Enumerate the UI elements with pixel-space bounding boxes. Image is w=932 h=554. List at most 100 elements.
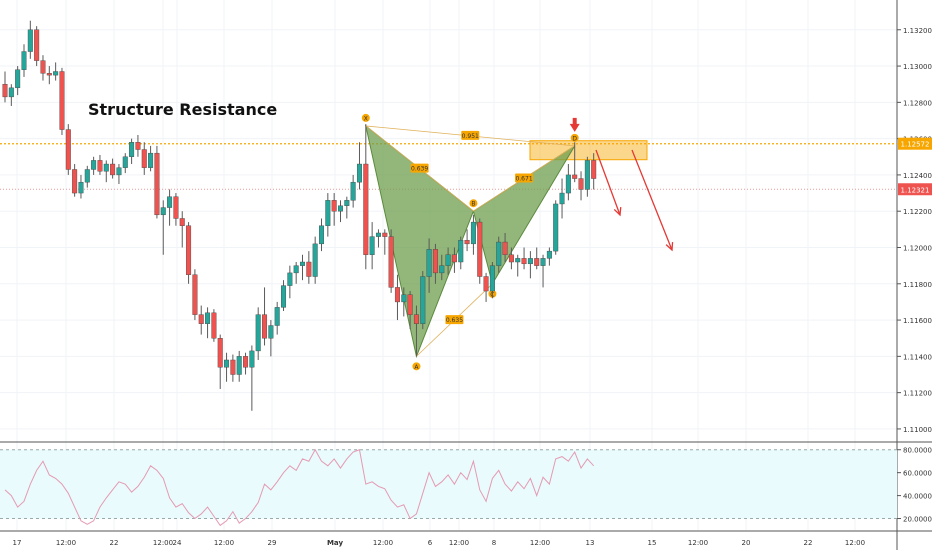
candle bbox=[527, 251, 533, 279]
time-axis: 17 12:00 22 12:00 24 12:00 29 May 12:00 6 12:00 8 12… bbox=[13, 539, 866, 547]
candle-body bbox=[287, 272, 293, 286]
candle bbox=[262, 287, 268, 346]
candle-body bbox=[72, 169, 78, 194]
time-tick-label: 12:00 bbox=[56, 539, 76, 547]
candle-body bbox=[27, 29, 33, 52]
candle bbox=[426, 238, 432, 293]
candle bbox=[179, 211, 185, 248]
price-tick-label: 1.12000 bbox=[903, 244, 932, 252]
candle bbox=[470, 214, 476, 255]
candle-body bbox=[262, 314, 268, 339]
candle-body bbox=[103, 163, 109, 172]
candle-body bbox=[502, 241, 508, 255]
candle bbox=[540, 254, 546, 288]
price-tick-label: 1.12200 bbox=[903, 208, 932, 216]
pattern-ratio-label: 0.951 bbox=[461, 130, 480, 140]
candle bbox=[2, 71, 8, 103]
candle-body bbox=[319, 225, 325, 245]
candle-body bbox=[40, 60, 46, 74]
candle-body bbox=[15, 69, 21, 89]
candle-body bbox=[413, 314, 419, 324]
price-tick-label: 1.13200 bbox=[903, 27, 932, 35]
point-label: X bbox=[364, 115, 368, 122]
candle-body bbox=[129, 142, 135, 157]
candle-body bbox=[470, 221, 476, 245]
time-tick-label: 17 bbox=[13, 539, 22, 547]
candle bbox=[388, 229, 394, 293]
candle-body bbox=[540, 258, 546, 266]
candle-body bbox=[578, 178, 584, 190]
candle bbox=[363, 124, 369, 270]
down-marker-stem bbox=[572, 117, 577, 125]
candle bbox=[337, 200, 343, 223]
candle-body bbox=[91, 160, 97, 170]
candle bbox=[173, 193, 179, 226]
candle bbox=[477, 218, 483, 284]
candle bbox=[103, 160, 109, 183]
candle-body bbox=[565, 174, 571, 194]
candle bbox=[21, 44, 27, 77]
rsi-tick-label: 60.0000 bbox=[903, 470, 932, 478]
projection-arrow-1-head bbox=[613, 206, 622, 217]
candle bbox=[129, 138, 135, 165]
candle bbox=[394, 274, 400, 321]
candle bbox=[458, 236, 464, 270]
candle-body bbox=[122, 156, 128, 168]
candle-body bbox=[59, 71, 65, 130]
candle bbox=[483, 272, 489, 302]
candle bbox=[312, 236, 318, 284]
candle-body bbox=[591, 160, 597, 179]
candle bbox=[553, 200, 559, 255]
candle-body bbox=[388, 236, 394, 288]
candle bbox=[217, 334, 223, 390]
candle-body bbox=[217, 338, 223, 368]
candle bbox=[331, 193, 337, 226]
candle bbox=[72, 164, 78, 197]
candle-body bbox=[369, 236, 375, 255]
candle-body bbox=[325, 200, 331, 226]
candle bbox=[382, 229, 388, 255]
candle bbox=[15, 66, 21, 96]
candle-body bbox=[236, 356, 242, 375]
candle-body bbox=[572, 174, 578, 179]
resistance-zone bbox=[529, 140, 648, 161]
ratio-label-text: 0.951 bbox=[462, 133, 479, 140]
candle bbox=[236, 350, 242, 382]
ratio-label-bg bbox=[461, 130, 480, 140]
candle-body bbox=[521, 258, 527, 265]
candles bbox=[2, 20, 597, 411]
candle-body bbox=[559, 192, 565, 205]
candle-body bbox=[186, 225, 192, 275]
candle-body bbox=[489, 265, 495, 292]
candle bbox=[122, 153, 128, 174]
candle bbox=[325, 193, 331, 237]
candle-body bbox=[407, 294, 413, 315]
pattern-point-d: D bbox=[570, 133, 579, 142]
candle-body bbox=[546, 250, 552, 259]
projection-arrow-2-shaft bbox=[631, 149, 673, 251]
candle-body bbox=[224, 359, 230, 368]
candle-body bbox=[331, 200, 337, 212]
candle-body bbox=[451, 254, 457, 263]
price-tick-label: 1.12800 bbox=[903, 99, 932, 107]
last-price-badge-text: 1.12321 bbox=[901, 186, 930, 194]
candle-body bbox=[255, 314, 261, 352]
candle-body bbox=[211, 312, 217, 339]
candle-body bbox=[439, 265, 445, 274]
candle bbox=[451, 247, 457, 273]
candle-body bbox=[135, 142, 141, 150]
candle bbox=[508, 247, 514, 270]
candle-body bbox=[116, 167, 122, 176]
candle bbox=[205, 307, 211, 339]
candle bbox=[350, 174, 356, 208]
candle-body bbox=[34, 29, 40, 61]
time-tick-label: 22 bbox=[804, 539, 813, 547]
candle bbox=[319, 218, 325, 252]
candle-body bbox=[84, 169, 90, 183]
candle bbox=[407, 291, 413, 330]
candle-body bbox=[78, 181, 84, 194]
candle-body bbox=[458, 240, 464, 263]
candle bbox=[496, 236, 502, 273]
price-tick-label: 1.11000 bbox=[903, 426, 932, 434]
